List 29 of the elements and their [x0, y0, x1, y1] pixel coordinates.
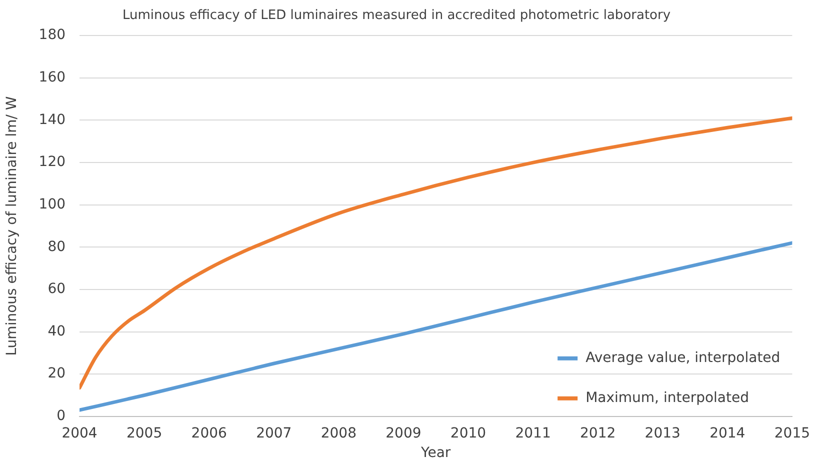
- x-tick-label: 2007: [256, 425, 292, 442]
- x-tick-label: 2014: [710, 425, 746, 442]
- y-tick-label: 160: [38, 70, 66, 86]
- y-axis-title: Luminous efficacy of luminaire lm/ W: [4, 96, 20, 356]
- legend-label: Maximum, interpolated: [586, 390, 749, 406]
- y-tick-label: 20: [48, 366, 66, 382]
- x-tick-label: 2006: [191, 425, 227, 442]
- y-tick-label: 0: [56, 408, 66, 424]
- legend-label: Average value, interpolated: [586, 350, 780, 366]
- x-tick-label: 2004: [62, 425, 98, 442]
- y-tick-label: 140: [38, 112, 66, 128]
- x-tick-label: 2005: [126, 425, 162, 442]
- y-tick-label: 180: [38, 27, 66, 44]
- line-series: [80, 241, 792, 412]
- x-axis-title: Year: [420, 445, 451, 462]
- x-tick-label: 2008: [320, 425, 356, 442]
- x-tick-label: 2012: [580, 425, 616, 442]
- y-tick-label: 120: [38, 154, 66, 170]
- x-tick-label: 2011: [515, 425, 551, 442]
- line-series: [80, 116, 792, 390]
- chart-title: Luminous efficacy of LED luminaires measured in accredited photometric laboratory: [122, 8, 671, 24]
- x-tick-label: 2013: [644, 425, 680, 442]
- y-tick-label: 80: [48, 238, 66, 255]
- y-tick-label: 40: [48, 323, 66, 340]
- x-tick-label: 2015: [774, 425, 810, 442]
- y-tick-label: 60: [48, 281, 66, 298]
- y-tick-label: 100: [38, 196, 66, 212]
- x-tick-label: 2010: [450, 425, 486, 442]
- x-tick-label: 2009: [386, 425, 422, 442]
